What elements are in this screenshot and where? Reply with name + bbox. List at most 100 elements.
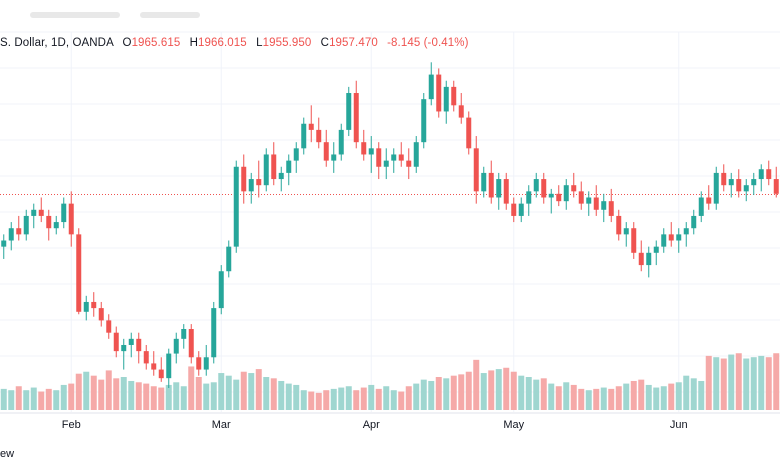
candle-body bbox=[136, 338, 142, 352]
close-key: C bbox=[320, 37, 330, 49]
volume-bar bbox=[248, 373, 255, 410]
x-tick-label: Feb bbox=[62, 419, 81, 431]
candle-body bbox=[586, 197, 592, 204]
candle-body bbox=[316, 129, 322, 143]
volume-bar bbox=[120, 377, 127, 410]
candle-body bbox=[188, 329, 194, 358]
volume-bar bbox=[105, 370, 112, 410]
candle-body bbox=[76, 234, 82, 312]
volume-bar bbox=[353, 390, 360, 410]
volume-bar bbox=[210, 382, 217, 410]
volume-bar bbox=[60, 384, 67, 410]
volume-bar bbox=[188, 366, 195, 410]
volume-bar bbox=[480, 373, 487, 410]
volume-bar bbox=[533, 379, 540, 410]
volume-bar bbox=[128, 380, 135, 410]
candle-body bbox=[526, 191, 532, 204]
volume-bar bbox=[83, 371, 90, 410]
volume-bar bbox=[113, 378, 120, 410]
candle-body bbox=[278, 172, 284, 180]
change-value: -8.145 (-0.41%) bbox=[387, 37, 469, 49]
candle-body bbox=[668, 234, 674, 241]
volume-bar bbox=[53, 390, 60, 410]
candle-body bbox=[488, 172, 494, 198]
volume-bar bbox=[263, 377, 270, 410]
volume-bar bbox=[23, 390, 30, 410]
volume-bar bbox=[713, 357, 720, 410]
candle-body bbox=[8, 228, 14, 241]
volume-bar bbox=[675, 382, 682, 410]
volume-bar bbox=[285, 383, 292, 410]
volume-bar bbox=[345, 386, 352, 410]
volume-bar bbox=[473, 359, 480, 410]
candle-body bbox=[458, 105, 464, 118]
candle-body bbox=[601, 201, 607, 210]
volume-bar bbox=[375, 388, 382, 410]
candle-body bbox=[211, 308, 217, 358]
volume-bar bbox=[98, 379, 105, 410]
candle-body bbox=[758, 169, 764, 180]
candle-body bbox=[578, 191, 584, 204]
candle-body bbox=[16, 228, 22, 235]
candle-body bbox=[271, 154, 277, 180]
candlestick-chart[interactable]: FebMarAprMayJunJul bbox=[0, 28, 780, 444]
candle-body bbox=[128, 338, 134, 345]
candle-body bbox=[473, 148, 479, 192]
ohlc-legend: S. Dollar, 1D, OANDA O1965.615 H1966.015… bbox=[0, 37, 469, 49]
volume-bar bbox=[8, 390, 15, 410]
candle-body bbox=[661, 234, 667, 247]
candle-body bbox=[698, 197, 704, 216]
candle-body bbox=[368, 148, 374, 155]
candle-body bbox=[406, 160, 412, 167]
x-tick-label: Mar bbox=[212, 419, 231, 431]
volume-bar bbox=[668, 383, 675, 410]
candle-body bbox=[68, 203, 74, 235]
volume-bar bbox=[570, 384, 577, 410]
candle-body bbox=[616, 215, 622, 235]
volume-bar bbox=[578, 388, 585, 410]
candle-body bbox=[61, 203, 67, 223]
volume-bar bbox=[90, 375, 97, 410]
volume-bar bbox=[458, 374, 465, 410]
attribution-text: ew bbox=[0, 448, 15, 460]
volume-bar bbox=[488, 370, 495, 410]
volume-bar bbox=[405, 386, 412, 410]
volume-bar bbox=[383, 386, 390, 410]
candle-body bbox=[481, 172, 487, 192]
volume-bar bbox=[173, 382, 180, 410]
candle-body bbox=[46, 215, 52, 229]
volume-bar bbox=[428, 380, 435, 410]
candle-body bbox=[676, 234, 682, 241]
volume-bar bbox=[315, 392, 322, 410]
candle-body bbox=[413, 142, 419, 167]
candle-body bbox=[98, 308, 104, 321]
candle-body bbox=[143, 351, 149, 364]
volume-bar bbox=[293, 384, 300, 410]
candle-body bbox=[391, 154, 397, 161]
candle-body bbox=[646, 252, 652, 266]
candle-body bbox=[428, 74, 434, 100]
open-value: 1965.615 bbox=[131, 37, 181, 49]
candle-body bbox=[323, 142, 329, 161]
candle-body bbox=[106, 320, 112, 333]
candle-body bbox=[233, 166, 239, 247]
low-key: L bbox=[256, 37, 263, 49]
x-tick-label: May bbox=[503, 419, 524, 431]
volume-bar bbox=[38, 391, 45, 410]
candle-body bbox=[773, 179, 779, 194]
volume-bar bbox=[615, 386, 622, 410]
candle-body bbox=[631, 228, 637, 253]
candle-body bbox=[308, 123, 314, 130]
volume-bar bbox=[608, 388, 615, 410]
low-value: 1955.950 bbox=[262, 37, 312, 49]
candle-body bbox=[166, 353, 172, 379]
high-key: H bbox=[189, 37, 199, 49]
candle-body bbox=[436, 74, 442, 112]
volume-bar bbox=[600, 387, 607, 410]
candle-body bbox=[421, 99, 427, 143]
volume-bar bbox=[593, 388, 600, 410]
candle-body bbox=[556, 193, 562, 202]
volume-bar bbox=[45, 388, 52, 410]
candle-body bbox=[511, 203, 517, 216]
volume-bar bbox=[435, 377, 442, 410]
